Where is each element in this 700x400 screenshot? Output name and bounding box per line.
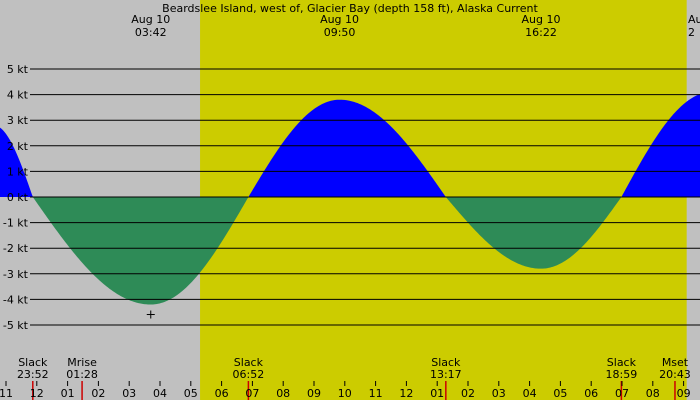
event-name-label: Mrise [67,356,97,369]
event-time-label: 01:28 [66,368,98,381]
y-tick-label: -2 kt [3,242,29,255]
extrema-date-label: Aug [688,13,700,26]
hour-tick-label: 05 [184,387,198,400]
extrema-time-label: 09:50 [324,26,356,39]
y-tick-label: -1 kt [3,217,29,230]
hour-tick-label: 02 [91,387,105,400]
extrema-date-label: Aug 10 [320,13,359,26]
y-axis-labels: 5 kt 4 kt 3 kt 2 kt 1 kt 0 kt -1 kt -2 kt -3 kt -… [3,63,29,332]
flood-area-2 [249,99,446,197]
event-time-label: 06:52 [233,368,265,381]
hour-tick-label: 08 [276,387,290,400]
y-tick-label: -5 kt [3,319,29,332]
hour-tick-label: 12 [399,387,413,400]
extrema-marker-layer [146,310,155,319]
extrema-time-label: 16:22 [525,26,557,39]
event-name-label: Slack [234,356,264,369]
y-tick-label: 5 kt [7,63,29,76]
extrema-date-label: Aug 10 [522,13,561,26]
flood-area-0 [0,127,33,197]
event-name-label: Slack [431,356,461,369]
hour-tick-label: 03 [122,387,136,400]
hour-tick-label: 06 [584,387,598,400]
hour-tick-label: 07 [615,387,629,400]
hour-tick-label: 07 [245,387,259,400]
hour-tick-label: 09 [307,387,321,400]
hour-tick-label: 05 [553,387,567,400]
y-tick-label: -3 kt [3,268,29,281]
hour-tick-label: 02 [461,387,475,400]
gridlines [30,68,700,326]
event-time-label: 23:52 [17,368,49,381]
event-name-label: Slack [607,356,637,369]
hour-tick-label: 09 [677,387,691,400]
event-time-label: 20:43 [659,368,691,381]
y-tick-label: 3 kt [7,114,29,127]
y-tick-label: 1 kt [7,165,29,178]
event-time-label: 18:59 [606,368,638,381]
y-tick-label: 0 kt [7,191,29,204]
hour-axis: 11 12 01 02 03 04 05 06 07 08 09 10 11 12 01 02 03 04 05 06… [0,381,691,400]
y-tick-label: 2 kt [7,140,29,153]
hour-tick-label: 06 [215,387,229,400]
hour-tick-label: 08 [646,387,660,400]
event-labels: Slack23:52Mrise01:28Slack06:52Slack13:17… [17,356,691,400]
extrema-time-label: 03:42 [135,26,167,39]
ebb-area-3 [446,197,622,269]
hour-tick-label: 01 [61,387,75,400]
hour-tick-label: 04 [153,387,167,400]
hour-tick-label: 12 [30,387,44,400]
ebb-area-1 [33,197,249,305]
hour-tick-label: 04 [523,387,537,400]
hour-tick-label: 11 [369,387,383,400]
hour-tick-label: 01 [430,387,444,400]
hour-tick-label: 11 [0,387,13,400]
hour-tick-label: 03 [492,387,506,400]
y-tick-label: -4 kt [3,293,29,306]
event-name-label: Slack [18,356,48,369]
extrema-time-label: 2 [688,26,695,39]
event-time-label: 13:17 [430,368,462,381]
chart-title: Beardslee Island, west of, Glacier Bay (… [162,2,538,15]
extrema-date-label: Aug 10 [131,13,170,26]
event-name-label: Mset [662,356,689,369]
y-tick-label: 4 kt [7,89,29,102]
hour-tick-label: 10 [338,387,352,400]
